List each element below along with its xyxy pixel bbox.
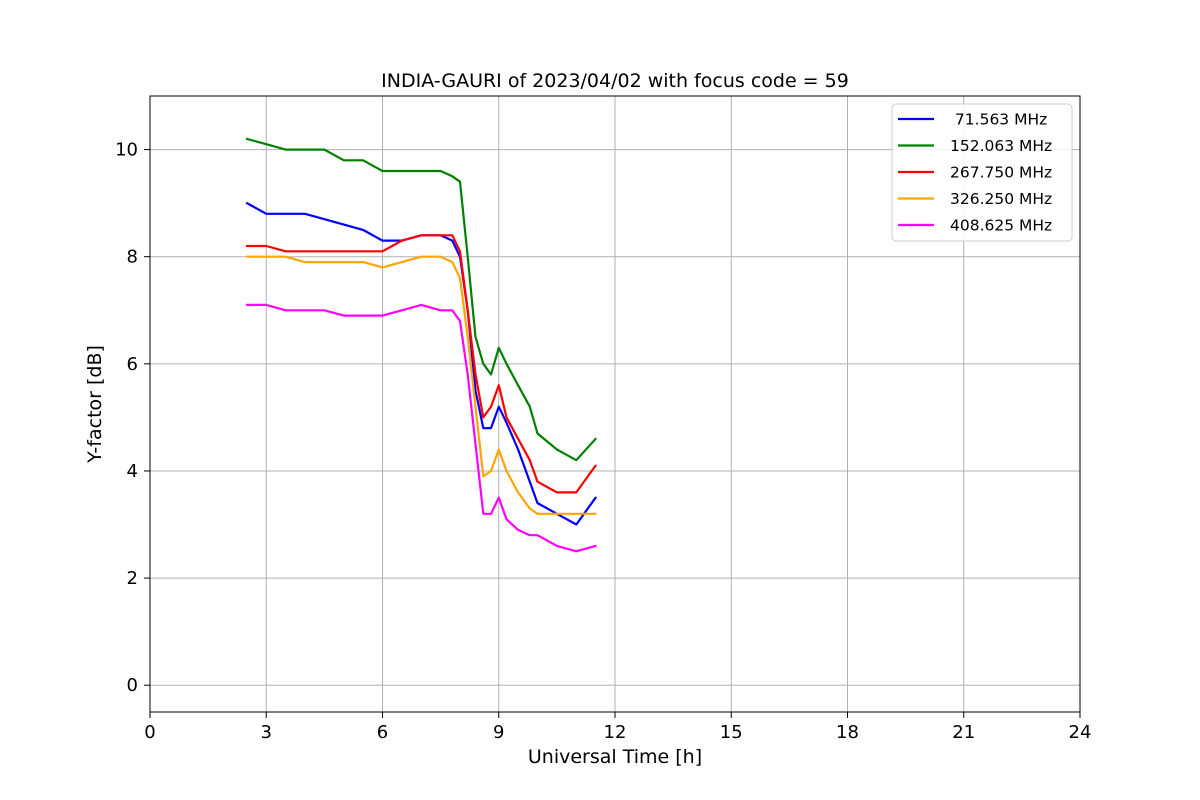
legend-label-0: 71.563 MHz bbox=[950, 111, 1047, 129]
y-tick-label: 4 bbox=[127, 461, 138, 482]
legend-label-3: 326.250 MHz bbox=[950, 190, 1052, 208]
x-tick-label: 3 bbox=[261, 722, 272, 743]
y-tick-label: 0 bbox=[127, 675, 138, 696]
series-layer bbox=[245, 137, 597, 553]
x-tick-label: 6 bbox=[377, 722, 388, 743]
legend: 71.563 MHz 152.063 MHz 267.750 MHz 326.250 … bbox=[891, 103, 1073, 242]
legend-box bbox=[891, 103, 1073, 242]
y-tick-label: 6 bbox=[127, 354, 138, 375]
y-tick-label: 8 bbox=[127, 247, 138, 268]
x-axis-label: Universal Time [h] bbox=[528, 746, 702, 768]
x-tick-label: 9 bbox=[493, 722, 504, 743]
legend-label-1: 152.063 MHz bbox=[950, 137, 1052, 155]
x-tick-label: 18 bbox=[836, 722, 859, 743]
chart-title: INDIA-GAURI of 2023/04/02 with focus cod… bbox=[381, 70, 849, 92]
series-line-4 bbox=[245, 303, 597, 553]
series-line-1 bbox=[245, 137, 597, 462]
x-tick-label: 15 bbox=[720, 722, 743, 743]
legend-label-2: 267.750 MHz bbox=[950, 164, 1052, 182]
y-tick-label: 10 bbox=[115, 140, 138, 161]
x-tick-label: 0 bbox=[144, 722, 155, 743]
x-tick-label: 12 bbox=[604, 722, 627, 743]
x-tick-label: 24 bbox=[1069, 722, 1092, 743]
x-tick-label: 21 bbox=[952, 722, 975, 743]
series-line-3 bbox=[245, 255, 597, 515]
y-axis-label: Y-factor [dB] bbox=[84, 345, 106, 464]
series-line-2 bbox=[245, 234, 597, 494]
legend-label-4: 408.625 MHz bbox=[950, 217, 1052, 235]
y-tick-label: 2 bbox=[127, 568, 138, 589]
